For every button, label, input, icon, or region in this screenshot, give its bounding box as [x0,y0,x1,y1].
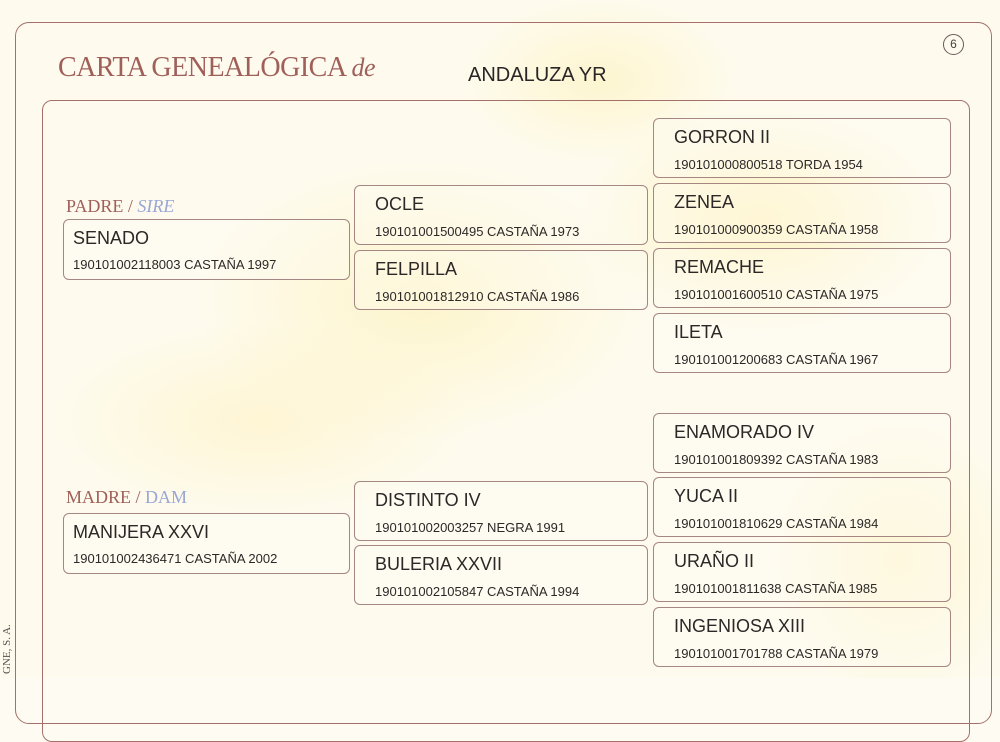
page-number: 6 [943,34,964,55]
horse-name: ILETA [674,322,723,342]
dam-box: MANIJERA XXVI 190101002436471 CASTAÑA 200… [63,513,350,574]
side-imprint: GNE, S. A. [1,624,13,674]
great-grandparent-box: ILETA 190101001200683 CASTAÑA 1967 [653,313,951,373]
horse-name: YUCA II [674,486,739,506]
horse-info: 190101001600510 CASTAÑA 1975 [674,287,879,302]
great-grandparent-box: URAÑO II 190101001811638 CASTAÑA 1985 [653,542,951,602]
sire-label: PADRE / SIRE [66,196,175,216]
horse-name: GORRON II [674,127,771,147]
great-grandparent-box: ZENEA 190101000900359 CASTAÑA 1958 [653,183,951,243]
horse-name: DISTINTO IV [375,490,481,510]
grandparent-box: DISTINTO IV 190101002003257 NEGRA 1991 [354,481,648,541]
great-grandparent-box: INGENIOSA XIII 190101001701788 CASTAÑA 19… [653,607,951,667]
sire-box: SENADO 190101002118003 CASTAÑA 1997 [63,219,350,280]
horse-info: 190101001812910 CASTAÑA 1986 [375,289,580,304]
horse-name: OCLE [375,194,425,214]
horse-name: SENADO [73,228,150,248]
horse-name: INGENIOSA XIII [674,616,806,636]
horse-info: 190101002118003 CASTAÑA 1997 [73,257,277,272]
great-grandparent-box: YUCA II 190101001810629 CASTAÑA 1984 [653,477,951,537]
horse-info: 190101001500495 CASTAÑA 1973 [375,224,580,239]
great-grandparent-box: GORRON II 190101000800518 TORDA 1954 [653,118,951,178]
horse-info: 190101001810629 CASTAÑA 1984 [674,516,879,531]
horse-name: ENAMORADO IV [674,422,815,442]
dam-label: MADRE / DAM [66,487,188,507]
horse-name: ANDALUZA YR [468,64,607,86]
great-grandparent-box: ENAMORADO IV 190101001809392 CASTAÑA 1983 [653,413,951,473]
great-grandparent-box: REMACHE 190101001600510 CASTAÑA 1975 [653,248,951,308]
horse-name: REMACHE [674,257,765,277]
horse-info: 190101002003257 NEGRA 1991 [375,520,566,535]
grandparent-box: BULERIA XXVII 190101002105847 CASTAÑA 199… [354,545,648,605]
horse-name: ZENEA [674,192,735,212]
horse-name: BULERIA XXVII [375,554,503,574]
horse-info: 190101001200683 CASTAÑA 1967 [674,352,879,367]
page-title: CARTA GENEALÓGICA de [58,52,376,83]
horse-info: 190101001811638 CASTAÑA 1985 [674,581,878,596]
horse-info: 190101000800518 TORDA 1954 [674,157,863,172]
horse-info: 190101001701788 CASTAÑA 1979 [674,646,879,661]
background-watermark [0,0,1000,678]
horse-name: MANIJERA XXVI [73,522,210,542]
horse-info: 190101002436471 CASTAÑA 2002 [73,551,278,566]
horse-name: FELPILLA [375,259,458,279]
horse-info: 190101000900359 CASTAÑA 1958 [674,222,879,237]
horse-info: 190101001809392 CASTAÑA 1983 [674,452,879,467]
horse-name: URAÑO II [674,551,755,571]
grandparent-box: FELPILLA 190101001812910 CASTAÑA 1986 [354,250,648,310]
grandparent-box: OCLE 190101001500495 CASTAÑA 1973 [354,185,648,245]
horse-info: 190101002105847 CASTAÑA 1994 [375,584,580,599]
